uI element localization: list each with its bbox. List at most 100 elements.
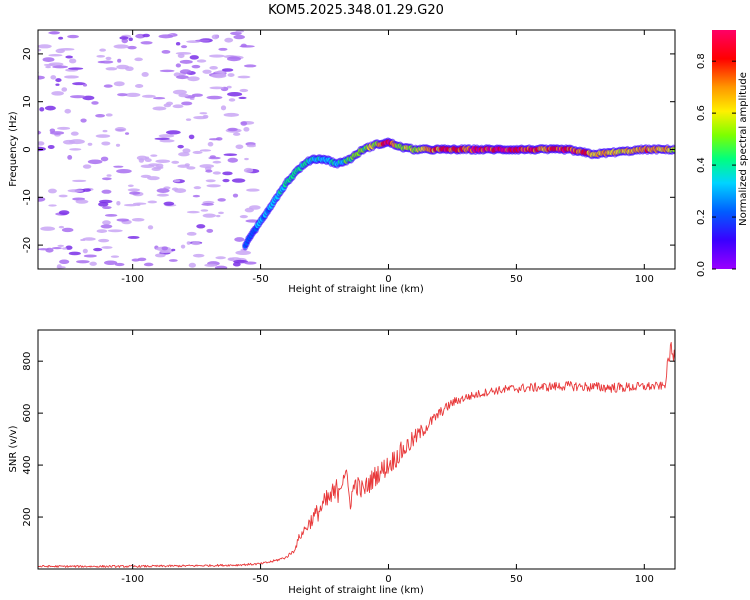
spectrogram-noise-cell (89, 261, 97, 266)
spectrogram-noise-cell (105, 67, 118, 71)
spectrogram-noise-cell (68, 67, 84, 70)
spectrogram-noise-cell (102, 220, 111, 225)
spectrogram-noise-cell (235, 144, 244, 150)
spectrogram-noise-cell (222, 178, 230, 183)
spectrogram-y-label: Frequency (Hz) (8, 111, 19, 187)
spectrogram-noise-cell (207, 141, 214, 147)
spectrogram-noise-cell (176, 75, 189, 80)
spectrogram-noise-cell (227, 91, 243, 97)
spectrogram-noise-cell (141, 94, 156, 98)
spectrogram-noise-cell (235, 30, 245, 33)
colorbar-gradient (712, 30, 736, 269)
spectrogram-noise-cell (98, 201, 109, 207)
spectrogram-noise-cell (38, 48, 42, 52)
spectrogram-noise-cell (227, 56, 241, 62)
spectrogram-noise-cell (158, 34, 174, 39)
spectrogram-noise-cell (70, 95, 86, 99)
spectrogram-noise-cell (186, 210, 200, 214)
spectrogram-noise-cell (231, 178, 246, 183)
snr-y-tick-label: 800 (22, 352, 33, 371)
spectrogram-noise-cell (64, 75, 79, 79)
spectrogram-noise-cell (51, 247, 63, 250)
spectrogram-noise-cell (51, 91, 64, 96)
spectrogram-noise-cell (116, 168, 132, 174)
spectrogram-noise-cell (70, 131, 79, 136)
spectrogram-noise-cell (188, 134, 195, 140)
snr-y-axis: 200 400 600 800 (22, 352, 675, 527)
spectrogram-noise-cell (206, 228, 214, 233)
spectrogram-noise-cell (99, 48, 106, 52)
spectrogram-noise-cell (193, 186, 202, 190)
snr-x-tick-label: 50 (510, 574, 523, 585)
spectrogram-x-axis: -100 -50 0 50 100 (121, 30, 654, 285)
spectrogram-noise-cell (235, 250, 252, 256)
spectrogram-x-tick-label: 50 (510, 274, 523, 285)
spectrogram-noise-cell (72, 179, 87, 183)
spectrogram-noise-layer (38, 30, 261, 269)
spectrogram-noise-cell (212, 171, 222, 175)
spectrogram-noise-cell (186, 241, 191, 245)
snr-x-label: Height of straight line (km) (288, 585, 424, 596)
spectrogram-noise-cell (165, 130, 181, 135)
spectrogram-noise-cell (228, 98, 236, 102)
spectrogram-noise-cell (58, 36, 64, 40)
spectrogram-noise-cell (243, 167, 254, 173)
spectrogram-noise-cell (110, 255, 120, 258)
colorbar: 0.0 0.2 0.4 0.6 0.8 Normalized spectral ampl… (696, 30, 749, 277)
spectrogram-noise-cell (234, 237, 245, 242)
spectrogram-noise-cell (175, 42, 181, 46)
spectrogram-noise-cell (38, 141, 45, 146)
spectrogram-noise-cell (156, 193, 170, 197)
snr-x-tick-label: 0 (385, 574, 391, 585)
spectrogram-noise-cell (127, 45, 137, 50)
spectrogram-noise-cell (44, 105, 56, 111)
spectrogram-noise-cell (196, 224, 206, 229)
colorbar-tick-label: 0.8 (696, 53, 707, 69)
spectrogram-noise-cell (171, 160, 180, 164)
spectrogram-noise-cell (93, 247, 103, 252)
spectrogram-noise-cell (199, 112, 208, 115)
spectrogram-noise-cell (206, 95, 223, 100)
spectrogram-noise-cell (105, 56, 112, 61)
spectrogram-noise-cell (115, 143, 121, 147)
spectrogram-noise-cell (132, 202, 147, 205)
spectrogram-noise-cell (83, 254, 97, 258)
spectrogram-noise-cell (113, 44, 129, 49)
spectrogram-y-axis: -20 -10 0 10 20 (22, 48, 675, 253)
spectrogram-noise-cell (100, 156, 109, 162)
spectrogram-noise-cell (220, 105, 227, 111)
snr-panel: -100 -50 0 50 100 200 400 600 800 Height of str… (8, 329, 676, 596)
spectrogram-noise-cell (159, 69, 175, 73)
spectrogram-noise-cell (69, 148, 82, 151)
spectrogram-noise-cell (215, 73, 226, 78)
spectrogram-noise-cell (116, 200, 121, 206)
spectrogram-noise-cell (153, 97, 166, 100)
spectrogram-noise-cell (168, 259, 178, 262)
spectrogram-noise-cell (50, 75, 57, 80)
spectrogram-noise-cell (67, 34, 79, 39)
spectrogram-noise-cell (67, 189, 84, 193)
snr-x-tick-label: 100 (635, 574, 654, 585)
spectrogram-noise-cell (217, 198, 226, 202)
spectrogram-noise-cell (98, 238, 110, 243)
snr-y-tick-label: 400 (22, 456, 33, 475)
spectrogram-noise-cell (57, 244, 65, 247)
spectrogram-noise-cell (43, 63, 56, 67)
spectrogram-noise-cell (61, 87, 68, 92)
spectrogram-noise-cell (107, 229, 123, 233)
spectrogram-noise-cell (175, 63, 181, 68)
spectrogram-noise-cell (123, 203, 138, 207)
spectrogram-noise-cell (141, 72, 149, 77)
spectrogram-noise-cell (171, 248, 176, 252)
spectrogram-noise-cell (178, 152, 190, 157)
spectrogram-noise-cell (48, 53, 63, 57)
spectrogram-noise-cell (113, 81, 125, 87)
spectrogram-noise-cell (191, 64, 201, 69)
spectrogram-noise-cell (173, 179, 181, 183)
spectrogram-noise-cell (82, 188, 92, 192)
spectrogram-noise-cell (227, 157, 238, 163)
spectrogram-noise-cell (192, 253, 205, 258)
colorbar-tick-label: 0.0 (696, 261, 707, 277)
